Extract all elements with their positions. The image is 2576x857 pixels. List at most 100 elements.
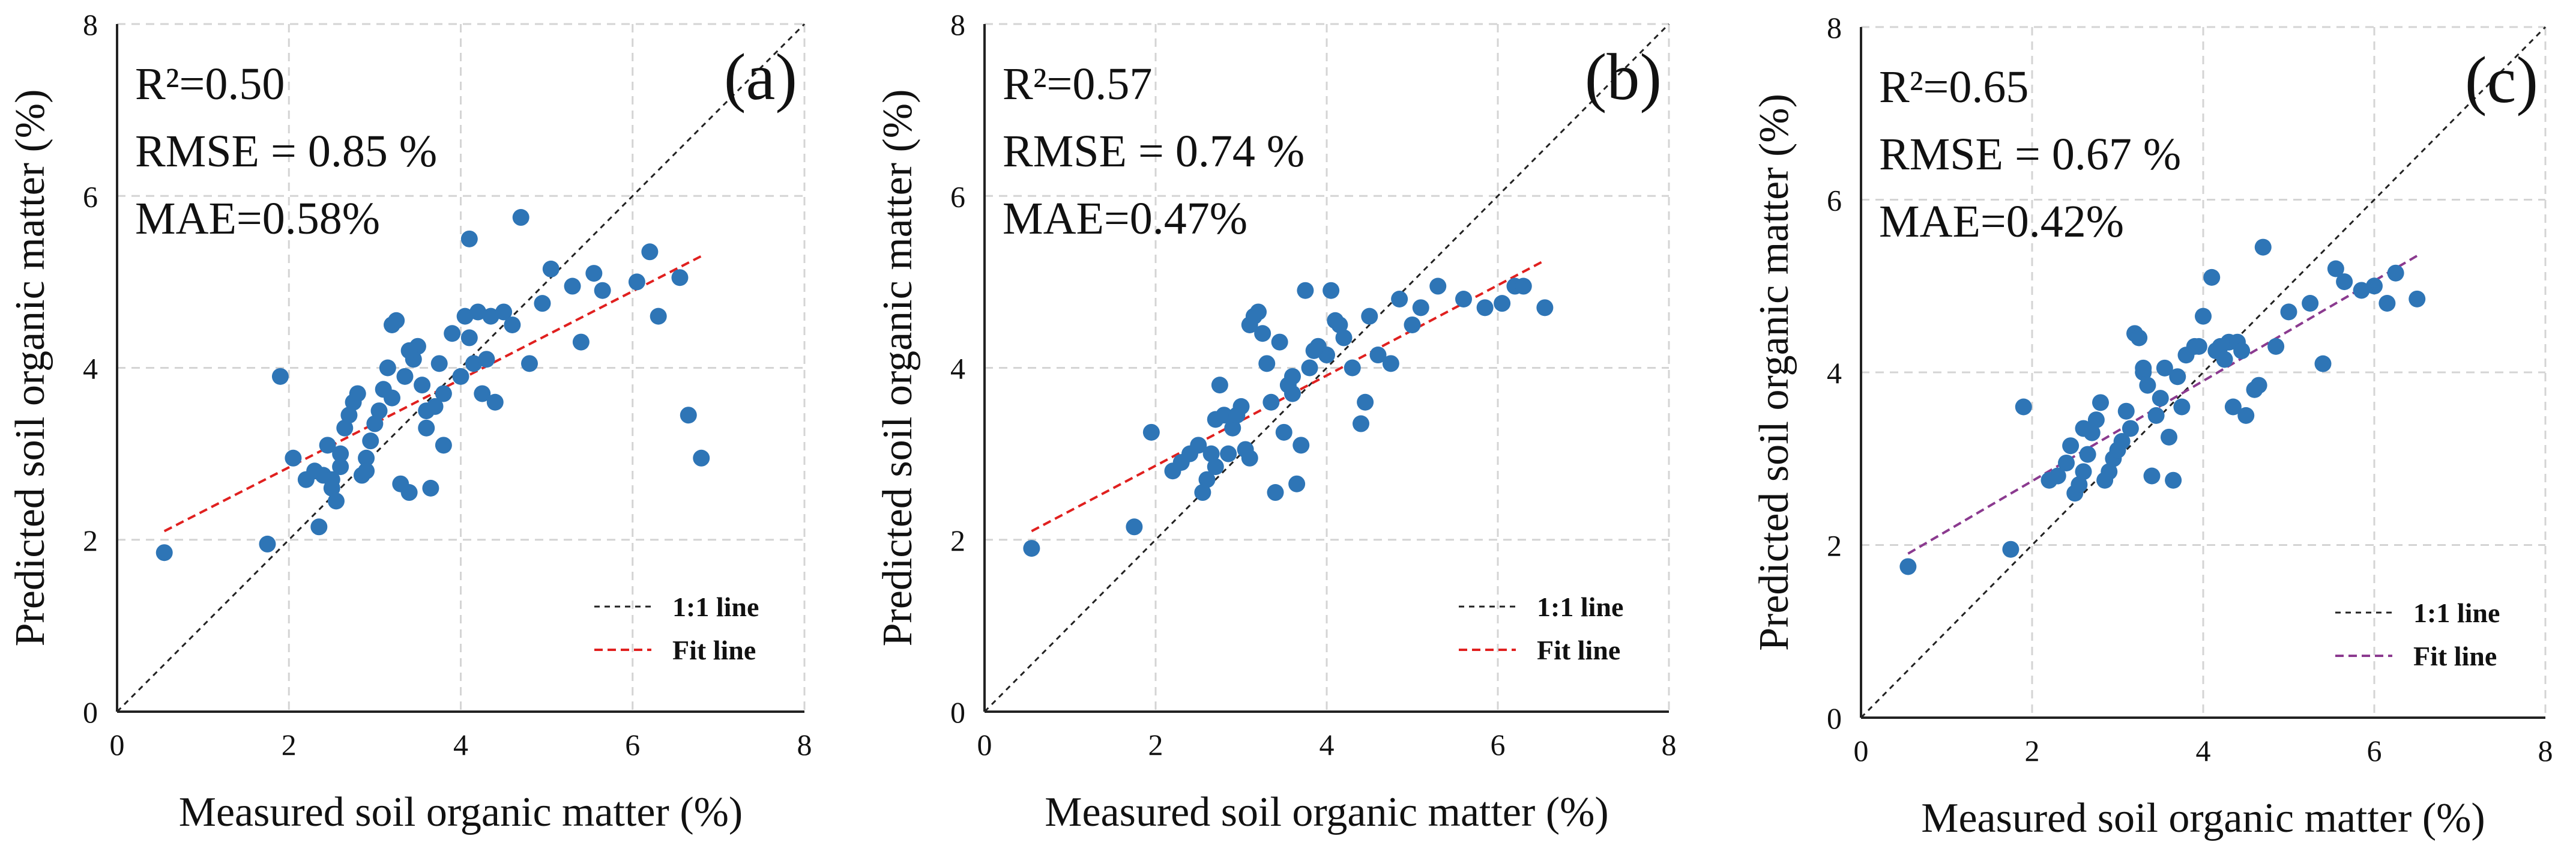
data-point (155, 544, 173, 562)
data-point (460, 329, 478, 347)
data-point (1284, 368, 1301, 385)
data-point (1142, 423, 1160, 441)
data-point (1271, 333, 1288, 351)
data-point (444, 325, 461, 342)
data-point (2224, 398, 2242, 416)
data-point (474, 385, 491, 402)
data-point (641, 243, 659, 261)
data-point (400, 342, 418, 359)
data-point (2156, 359, 2173, 377)
data-point (1412, 299, 1429, 316)
data-point (1494, 295, 1511, 312)
data-point (2314, 355, 2332, 372)
data-point (482, 307, 499, 325)
y-tick-label: 8 (1827, 11, 1842, 44)
y-tick-label: 2 (1827, 529, 1842, 563)
x-axis-title: Measured soil organic matter (%) (1921, 795, 2485, 841)
data-point (349, 385, 366, 402)
legend-label: 1:1 line (672, 592, 759, 622)
data-point (2147, 407, 2165, 424)
x-axis-title: Measured soil organic matter (%) (1045, 789, 1609, 835)
data-point (2327, 260, 2344, 277)
y-axis-title: Predicted soil organic matter (%) (875, 89, 921, 647)
data-point (512, 209, 529, 226)
data-point (2190, 338, 2207, 355)
y-tick-label: 8 (83, 8, 98, 41)
data-point (2143, 467, 2161, 485)
data-point (2409, 290, 2426, 307)
data-point (680, 407, 697, 424)
data-point (358, 462, 375, 480)
data-point (1361, 307, 1378, 325)
data-point (693, 449, 710, 467)
data-point (1344, 359, 1361, 377)
data-point (1455, 291, 1472, 307)
data-point (418, 402, 435, 420)
data-point (366, 415, 384, 432)
data-point (435, 385, 452, 402)
data-point (460, 230, 478, 247)
data-point (2075, 463, 2092, 480)
data-point (430, 355, 448, 372)
data-point (1899, 558, 1917, 575)
data-point (1288, 475, 1306, 492)
data-point (388, 312, 405, 329)
x-axis-title: Measured soil organic matter (%) (179, 789, 743, 835)
y-tick-label: 2 (83, 524, 98, 557)
chart-svg: 0 2 4 6 8 0 2 4 6 8 Measured soil organic matter (… (1751, 11, 2553, 841)
data-point (1023, 540, 1040, 557)
data-point (1536, 299, 1554, 316)
data-point (1207, 458, 1224, 476)
data-point (1301, 359, 1318, 377)
data-point (1126, 518, 1143, 536)
x-tick-label: 4 (1320, 728, 1335, 762)
legend-label: Fit line (672, 635, 756, 665)
data-point (2049, 467, 2066, 485)
data-point (1220, 445, 1237, 462)
data-point (418, 419, 435, 437)
data-point (2250, 377, 2267, 394)
data-point (259, 535, 276, 553)
data-point (1369, 347, 1387, 364)
stat-text-3: MAE=0.42% (1879, 196, 2124, 247)
data-point (2203, 268, 2221, 286)
data-point (2161, 428, 2177, 446)
data-point (384, 389, 400, 407)
data-point (585, 265, 603, 282)
data-point (1254, 325, 1271, 342)
data-point (2233, 342, 2251, 360)
y-axis-title: Predicted soil organic matter (%) (1751, 94, 1797, 651)
data-point (504, 316, 521, 333)
legend-label: Fit line (2413, 641, 2497, 671)
data-point (1211, 377, 1228, 394)
data-point (452, 368, 469, 385)
data-point (2366, 277, 2383, 295)
panel-tag: (b) (1585, 40, 1662, 114)
data-point (414, 377, 431, 394)
stat-text-2: RMSE = 0.74 % (1003, 126, 1305, 177)
y-tick-label: 4 (1827, 356, 1842, 390)
data-point (594, 282, 611, 299)
data-point (2169, 368, 2186, 386)
data-point (1250, 303, 1267, 321)
data-point (2254, 238, 2272, 256)
data-point (469, 303, 487, 321)
y-tick-label: 8 (950, 8, 965, 41)
y-axis-title: Predicted soil organic matter (%) (7, 89, 53, 647)
data-point (310, 518, 328, 536)
data-point (1194, 484, 1211, 501)
data-point (2237, 407, 2255, 424)
data-point (1404, 316, 1421, 333)
y-tick-label: 0 (950, 695, 965, 729)
x-tick-label: 8 (797, 728, 812, 762)
x-tick-label: 2 (282, 728, 297, 762)
data-point (327, 492, 345, 510)
data-point (2135, 359, 2152, 377)
data-point (2302, 295, 2319, 312)
data-point (336, 419, 354, 437)
data-point (1515, 277, 1532, 295)
data-point (2378, 295, 2396, 312)
data-point (1323, 282, 1340, 299)
x-tick-label: 4 (2196, 734, 2211, 768)
data-point (435, 437, 452, 454)
